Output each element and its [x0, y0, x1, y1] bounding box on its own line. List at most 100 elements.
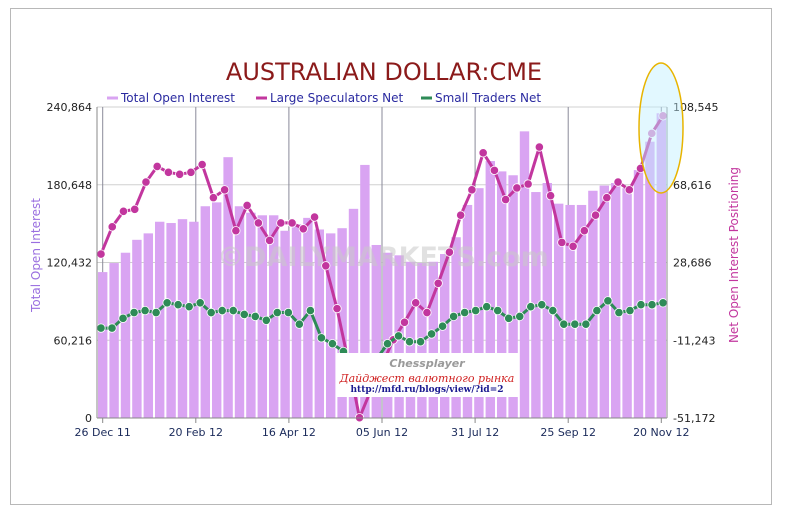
bar[interactable] — [474, 188, 484, 418]
bar[interactable] — [645, 141, 655, 418]
bar[interactable] — [542, 183, 552, 418]
bar[interactable] — [576, 204, 587, 418]
point[interactable] — [592, 305, 602, 316]
point[interactable] — [129, 307, 139, 318]
point[interactable] — [184, 302, 194, 312]
point[interactable] — [559, 319, 569, 329]
bar[interactable] — [485, 161, 495, 418]
point[interactable] — [382, 339, 393, 349]
point[interactable] — [287, 218, 297, 228]
point[interactable] — [590, 210, 601, 220]
point[interactable] — [151, 307, 161, 318]
point[interactable] — [603, 296, 613, 306]
point[interactable] — [173, 300, 183, 310]
point[interactable] — [305, 305, 315, 316]
point[interactable] — [624, 185, 634, 195]
point[interactable] — [140, 305, 150, 316]
point[interactable] — [309, 212, 320, 222]
bar[interactable] — [189, 221, 199, 418]
point[interactable] — [504, 313, 514, 323]
bar[interactable] — [337, 228, 347, 418]
point[interactable] — [276, 218, 286, 228]
point[interactable] — [449, 311, 459, 322]
point[interactable] — [96, 323, 106, 333]
bar[interactable] — [200, 206, 210, 418]
point[interactable] — [283, 307, 293, 318]
point[interactable] — [393, 331, 404, 341]
legend-label-total-oi[interactable]: Total Open Interest — [120, 91, 235, 105]
bar[interactable] — [120, 252, 131, 418]
legend-label-small-traders[interactable]: Small Traders Net — [435, 91, 541, 105]
point[interactable] — [581, 319, 591, 329]
point[interactable] — [107, 323, 117, 333]
point[interactable] — [162, 298, 172, 308]
point[interactable] — [118, 206, 129, 216]
point[interactable] — [152, 161, 162, 172]
point[interactable] — [118, 313, 128, 323]
point[interactable] — [186, 167, 196, 177]
bar[interactable] — [155, 221, 165, 418]
point[interactable] — [298, 224, 308, 234]
bar[interactable] — [519, 131, 530, 418]
bar[interactable] — [611, 183, 621, 418]
bar[interactable] — [177, 219, 188, 418]
bar[interactable] — [440, 254, 450, 418]
point[interactable] — [523, 179, 533, 189]
bar[interactable] — [633, 170, 644, 418]
point[interactable] — [636, 300, 646, 310]
point[interactable] — [460, 307, 470, 318]
bar[interactable] — [622, 188, 632, 418]
point[interactable] — [321, 261, 331, 271]
point[interactable] — [130, 204, 140, 214]
point[interactable] — [206, 307, 216, 318]
point[interactable] — [422, 307, 432, 318]
point[interactable] — [614, 307, 624, 318]
bar[interactable] — [451, 237, 461, 418]
bar[interactable] — [314, 229, 324, 418]
point[interactable] — [625, 305, 635, 316]
point[interactable] — [107, 222, 117, 232]
point[interactable] — [220, 185, 230, 195]
point[interactable] — [493, 305, 503, 316]
point[interactable] — [411, 298, 421, 308]
point[interactable] — [438, 321, 448, 331]
point[interactable] — [294, 319, 304, 329]
point[interactable] — [467, 185, 477, 195]
point[interactable] — [526, 302, 536, 312]
point[interactable] — [399, 317, 410, 327]
point[interactable] — [175, 169, 185, 179]
bar[interactable] — [143, 233, 153, 418]
point[interactable] — [217, 305, 227, 316]
point[interactable] — [231, 226, 241, 236]
point[interactable] — [250, 311, 260, 322]
bar[interactable] — [360, 164, 370, 418]
point[interactable] — [261, 315, 271, 325]
point[interactable] — [613, 177, 623, 187]
bar[interactable] — [508, 175, 518, 418]
point[interactable] — [570, 319, 580, 329]
point[interactable] — [426, 329, 437, 339]
point[interactable] — [658, 298, 668, 308]
point[interactable] — [404, 337, 415, 347]
point[interactable] — [415, 337, 426, 347]
bar[interactable] — [109, 263, 119, 418]
bar[interactable] — [280, 230, 290, 418]
bar[interactable] — [223, 157, 233, 419]
point[interactable] — [272, 307, 282, 318]
point[interactable] — [489, 165, 499, 175]
point[interactable] — [316, 333, 326, 343]
legend-label-large-spec[interactable]: Large Speculators Net — [270, 91, 403, 105]
bar[interactable] — [348, 208, 359, 418]
point[interactable] — [197, 159, 207, 170]
point[interactable] — [195, 298, 205, 308]
point[interactable] — [327, 339, 338, 349]
point[interactable] — [537, 300, 547, 310]
point[interactable] — [228, 305, 238, 316]
point[interactable] — [534, 142, 544, 152]
bar[interactable] — [565, 204, 575, 418]
point[interactable] — [163, 167, 174, 177]
bar[interactable] — [383, 252, 393, 418]
point[interactable] — [545, 191, 556, 201]
point[interactable] — [501, 194, 511, 205]
bar[interactable] — [656, 113, 666, 418]
